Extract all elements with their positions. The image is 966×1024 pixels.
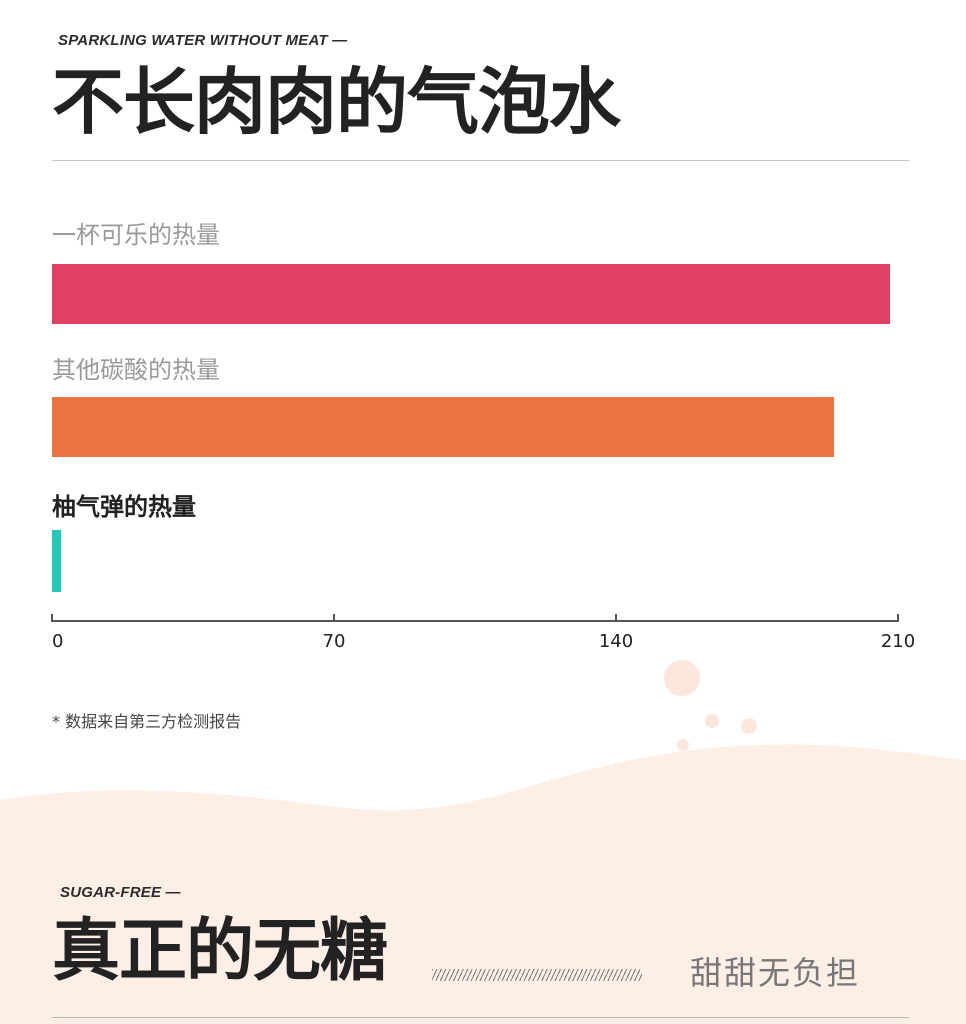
bar-label: 柚气弹的热量: [52, 493, 196, 521]
x-axis-tick: [615, 614, 617, 622]
bar: [52, 397, 834, 457]
x-axis-tick: [51, 614, 53, 622]
bar-label: 一杯可乐的热量: [52, 221, 220, 249]
bar: [52, 264, 890, 324]
bottom-divider: [52, 1017, 909, 1018]
title-divider: [52, 160, 909, 161]
bar: [52, 530, 61, 592]
hatch-divider: [432, 969, 642, 981]
x-axis-tick-label: 0: [52, 631, 64, 652]
page-title: 不长肉肉的气泡水: [52, 60, 621, 144]
data-source-footnote: * 数据来自第三方检测报告: [52, 712, 242, 731]
sugar-free-eyebrow: SUGAR-FREE —: [60, 884, 181, 901]
x-axis-tick: [897, 614, 899, 622]
decorative-wave-background: [0, 660, 966, 1024]
x-axis-tick-label: 140: [598, 631, 634, 652]
section-eyebrow: SPARKLING WATER WITHOUT MEAT —: [58, 32, 348, 49]
x-axis-tick-label: 210: [880, 631, 916, 652]
x-axis-line: [52, 620, 898, 622]
bar-label: 其他碳酸的热量: [52, 356, 220, 384]
sugar-free-title: 真正的无糖: [52, 912, 388, 991]
x-axis-tick: [333, 614, 335, 622]
x-axis-tick-label: 70: [322, 631, 346, 652]
sugar-free-tagline: 甜甜无负担: [690, 954, 861, 992]
